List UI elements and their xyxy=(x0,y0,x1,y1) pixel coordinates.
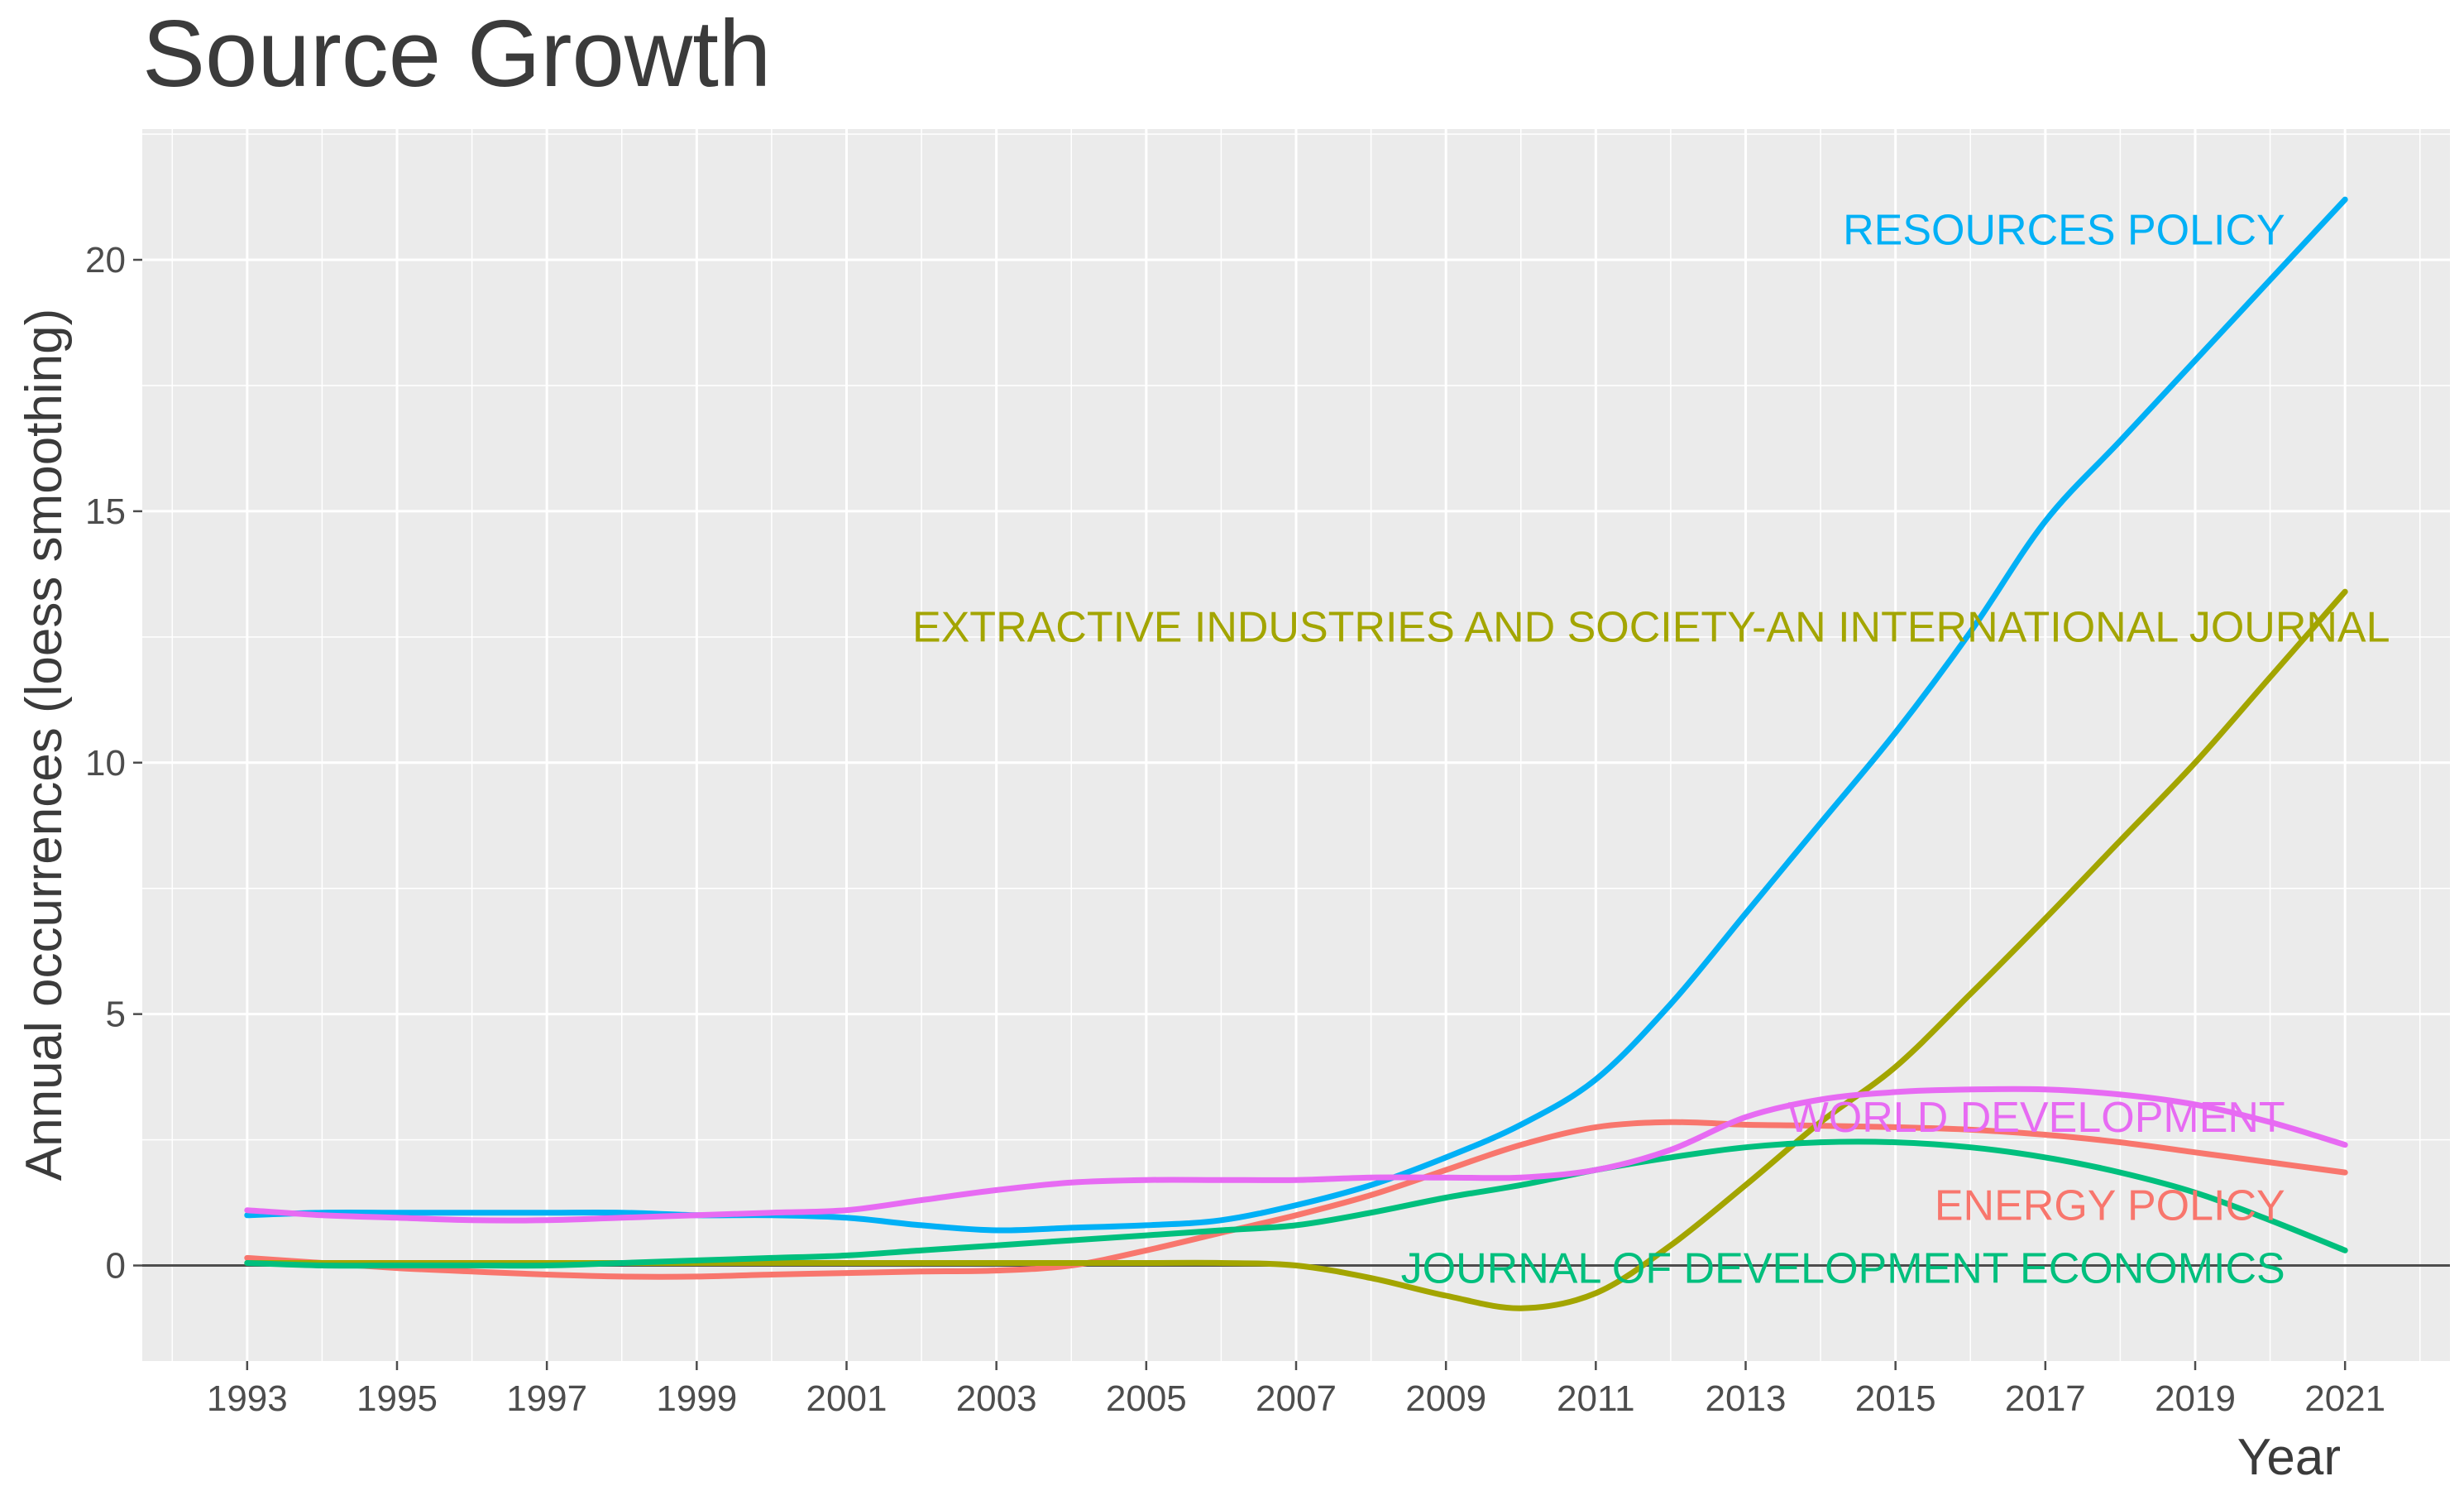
x-tick-label: 1995 xyxy=(356,1378,438,1419)
major-gridlines xyxy=(142,129,2450,1361)
y-axis-title: Annual occurrences (loess smoothing) xyxy=(16,309,73,1181)
x-axis-title: Year xyxy=(2237,1429,2341,1486)
y-tick-label: 20 xyxy=(85,240,126,280)
x-axis-ticks: 1993 1995 1997 1999 2001 2003 2005 2007 2009 2011… xyxy=(207,1361,2385,1419)
x-tick-label: 2005 xyxy=(1106,1378,1187,1419)
x-tick-label: 2007 xyxy=(1256,1378,1337,1419)
x-tick-label: 2011 xyxy=(1557,1378,1635,1419)
y-tick-label: 0 xyxy=(106,1246,126,1287)
x-tick-label: 2017 xyxy=(2005,1378,2086,1419)
x-tick-label: 1997 xyxy=(506,1378,587,1419)
y-tick-label: 10 xyxy=(85,743,126,784)
x-tick-label: 2015 xyxy=(1855,1378,1936,1419)
x-tick-label: 2009 xyxy=(1405,1378,1486,1419)
series-line-energy-policy xyxy=(244,1119,2348,1280)
x-tick-label: 2019 xyxy=(2155,1378,2236,1419)
series-label-resources-policy: RESOURCES POLICY xyxy=(1843,207,2285,255)
series-label-world-development: WORLD DEVELOPMENT xyxy=(1788,1094,2285,1142)
series-label-extractive-industries-and-society-an-international-journal: EXTRACTIVE INDUSTRIES AND SOCIETY-AN INT… xyxy=(912,604,2390,652)
series-label-energy-policy: ENERGY POLICY xyxy=(1935,1182,2285,1230)
series-line-resources-policy xyxy=(244,196,2348,1234)
series-line-world-development xyxy=(244,1086,2348,1224)
series-lines xyxy=(244,196,2348,1311)
series-label-journal-of-development-economics: JOURNAL OF DEVELOPMENT ECONOMICS xyxy=(1401,1245,2285,1293)
x-tick-label: 1993 xyxy=(207,1378,288,1419)
y-tick-label: 5 xyxy=(106,995,126,1035)
y-tick-label: 15 xyxy=(85,491,126,532)
y-axis-ticks: 0 5 10 15 20 xyxy=(85,240,142,1287)
x-tick-label: 2003 xyxy=(956,1378,1037,1419)
x-tick-label: 2001 xyxy=(806,1378,888,1419)
chart-title: Source Growth xyxy=(142,2,771,107)
series-line-journal-of-development-economics xyxy=(244,1138,2348,1269)
x-tick-label: 1999 xyxy=(656,1378,737,1419)
x-tick-label: 2013 xyxy=(1706,1378,1787,1419)
x-tick-label: 2021 xyxy=(2304,1378,2385,1419)
series-labels: ENERGY POLICY EXTRACTIVE INDUSTRIES AND S… xyxy=(912,207,2390,1293)
